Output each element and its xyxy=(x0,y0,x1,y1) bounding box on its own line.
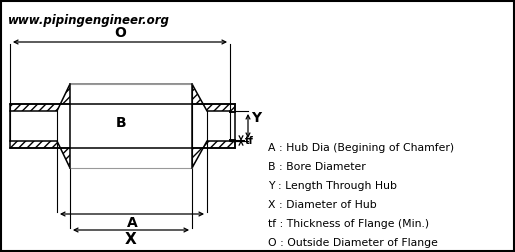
Text: X : Diameter of Hub: X : Diameter of Hub xyxy=(268,200,377,210)
Text: B: B xyxy=(116,116,126,130)
Text: O : Outside Diameter of Flange: O : Outside Diameter of Flange xyxy=(268,238,438,248)
Polygon shape xyxy=(10,140,235,168)
Text: A : Hub Dia (Begining of Chamfer): A : Hub Dia (Begining of Chamfer) xyxy=(268,143,454,153)
Text: Y : Length Through Hub: Y : Length Through Hub xyxy=(268,181,397,191)
Text: X: X xyxy=(125,232,137,247)
Text: Y: Y xyxy=(251,111,261,125)
Text: A: A xyxy=(127,216,138,230)
Polygon shape xyxy=(10,84,235,112)
Text: O: O xyxy=(114,26,126,40)
Text: www.pipingengineer.org: www.pipingengineer.org xyxy=(8,14,170,27)
Text: tf: tf xyxy=(245,136,254,145)
Text: B : Bore Diameter: B : Bore Diameter xyxy=(268,162,366,172)
Text: tf : Thickness of Flange (Min.): tf : Thickness of Flange (Min.) xyxy=(268,219,429,229)
Polygon shape xyxy=(70,84,192,168)
